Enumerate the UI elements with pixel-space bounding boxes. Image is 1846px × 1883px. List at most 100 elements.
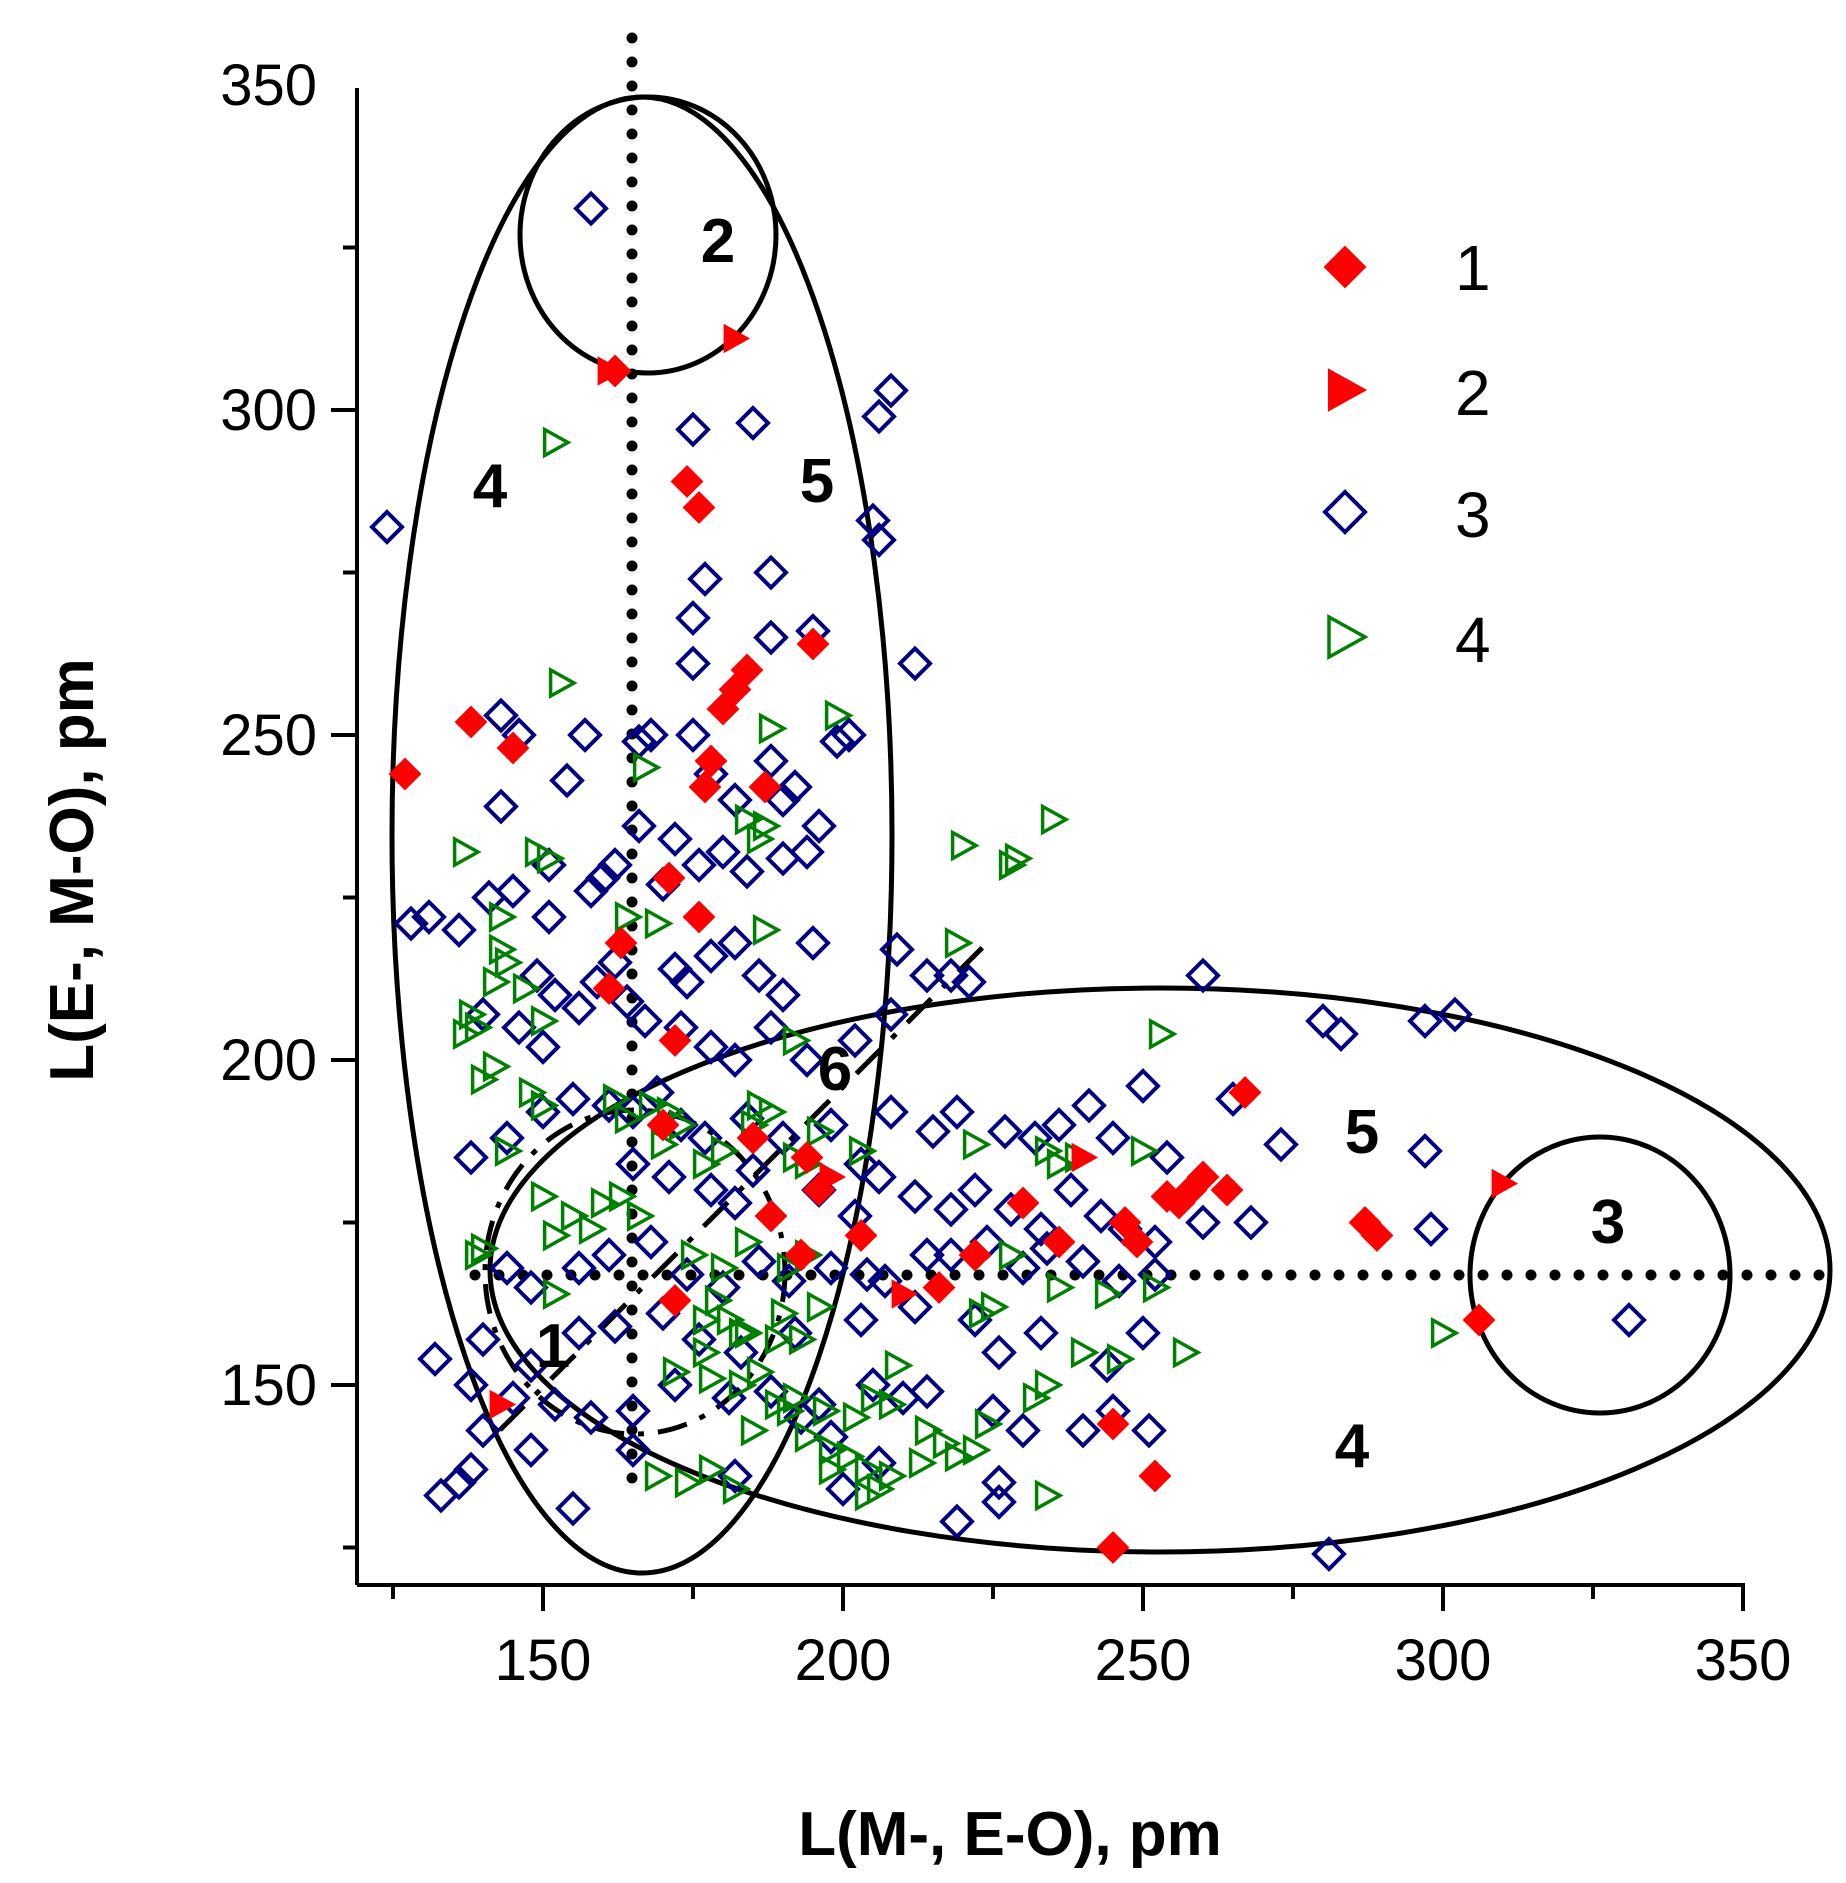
- data-point: [1611, 1302, 1647, 1338]
- data-point: [670, 465, 704, 498]
- data-point: [801, 1386, 837, 1423]
- region-label-2: 2: [701, 207, 735, 276]
- data-point: [735, 1152, 771, 1189]
- data-point: [806, 1291, 836, 1323]
- data-point: [741, 1243, 777, 1280]
- data-point: [573, 873, 609, 909]
- data-point: [615, 1432, 651, 1468]
- data-point: [453, 1451, 489, 1488]
- data-point: [753, 554, 789, 591]
- x-axis-title: L(M-, E-O), pm: [798, 1800, 1222, 1869]
- data-point: [752, 914, 782, 946]
- data-point: [494, 946, 524, 979]
- data-point: [1263, 1126, 1299, 1163]
- data-point: [1095, 1120, 1131, 1156]
- data-point: [981, 1464, 1017, 1501]
- data-point: [1437, 996, 1473, 1033]
- data-point: [819, 723, 855, 760]
- data-point: [465, 1412, 501, 1449]
- data-point: [441, 1464, 477, 1501]
- data-point: [693, 1172, 729, 1208]
- data-point: [658, 1024, 692, 1057]
- data-point: [489, 1120, 525, 1156]
- legend-label-1: 1: [1455, 232, 1491, 304]
- data-point: [782, 1024, 812, 1057]
- data-point: [614, 901, 644, 933]
- data-point: [855, 1367, 891, 1403]
- data-point: [464, 1011, 494, 1044]
- axes: 150 200 250 300 350 150 200 250 300 350: [220, 53, 1791, 1693]
- data-point: [482, 1050, 512, 1083]
- data-point: [782, 1382, 812, 1414]
- data-point: [980, 1291, 1010, 1323]
- data-point: [1065, 1243, 1101, 1280]
- data-point: [674, 1466, 704, 1499]
- data-point: [1023, 1315, 1059, 1351]
- data-point: [542, 1219, 572, 1252]
- data-point: [813, 1250, 849, 1286]
- data-point: [698, 1453, 728, 1486]
- data-point: [1083, 1198, 1119, 1234]
- y-tick-label: 350: [220, 53, 317, 118]
- x-tick-label: 150: [495, 1628, 592, 1693]
- data-point: [597, 1308, 633, 1345]
- x-tick-label: 200: [795, 1628, 892, 1693]
- data-point: [495, 1380, 531, 1416]
- data-point: [922, 1271, 956, 1304]
- data-point: [1094, 1278, 1124, 1310]
- data-point: [777, 1315, 813, 1351]
- data-point: [873, 1094, 909, 1130]
- legend-label-2: 2: [1455, 357, 1491, 429]
- data-point: [855, 502, 891, 539]
- region-label-4-horizontal: 4: [1335, 1412, 1370, 1481]
- data-point: [933, 1191, 969, 1228]
- data-point: [740, 1414, 770, 1447]
- data-point: [1142, 1271, 1172, 1304]
- data-point: [489, 1389, 517, 1420]
- data-point: [464, 1239, 494, 1271]
- data-point: [873, 996, 909, 1033]
- data-point: [1210, 1173, 1244, 1207]
- data-point: [470, 1063, 500, 1096]
- data-point: [1137, 1256, 1173, 1293]
- data-point: [758, 712, 788, 745]
- data-point: [717, 925, 753, 961]
- region-label-3: 3: [1591, 1188, 1625, 1257]
- data-point: [706, 692, 740, 726]
- data-point: [1233, 1204, 1269, 1241]
- data-point: [513, 1269, 549, 1306]
- data-point: [801, 808, 837, 844]
- data-point: [458, 998, 488, 1031]
- data-point: [794, 1421, 824, 1453]
- data-point: [748, 770, 782, 804]
- data-point: [590, 1187, 620, 1219]
- data-point: [453, 1367, 489, 1403]
- data-point: [790, 1141, 824, 1174]
- data-point: [723, 323, 751, 354]
- legend-marker-2: [1328, 368, 1368, 412]
- data-point: [813, 1107, 849, 1143]
- data-point: [981, 1484, 1017, 1520]
- data-point: [560, 1200, 590, 1232]
- data-point: [483, 788, 519, 825]
- data-point: [573, 1399, 609, 1436]
- data-point: [746, 1356, 776, 1388]
- data-point: [813, 1419, 849, 1455]
- data-point: [1071, 1142, 1099, 1173]
- data-point: [682, 491, 716, 524]
- data-point: [646, 1108, 680, 1142]
- data-point: [753, 743, 789, 779]
- data-point: [681, 847, 717, 883]
- data-point: [728, 1317, 758, 1349]
- data-point: [819, 1162, 847, 1192]
- data-point: [531, 899, 567, 935]
- data-point: [614, 1102, 644, 1135]
- data-point: [644, 1460, 674, 1492]
- data-point: [796, 627, 830, 661]
- data-point: [1006, 1186, 1040, 1220]
- data-point: [1046, 1148, 1076, 1180]
- data-point: [585, 860, 621, 896]
- data-point: [1138, 1459, 1172, 1493]
- data-point: [1407, 1133, 1443, 1169]
